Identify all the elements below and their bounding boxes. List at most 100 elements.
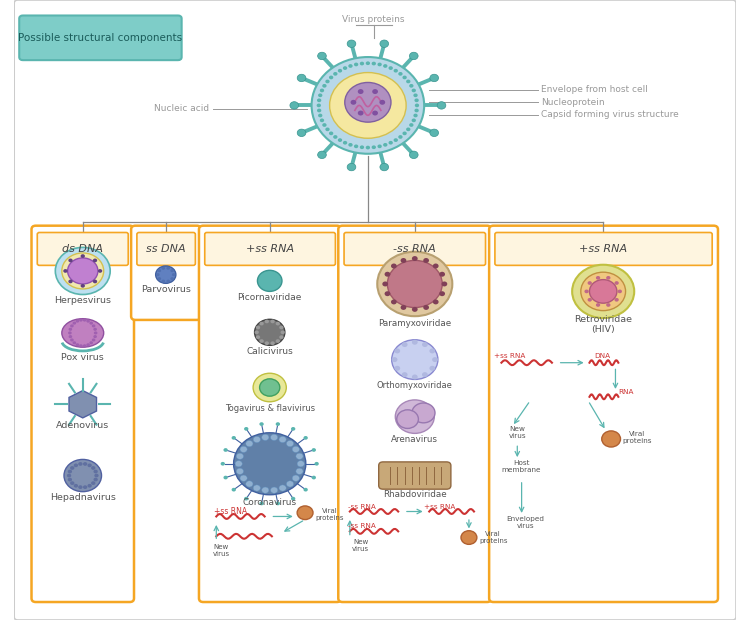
Circle shape	[291, 497, 295, 500]
FancyBboxPatch shape	[495, 232, 712, 265]
Circle shape	[587, 298, 592, 302]
Circle shape	[590, 280, 617, 303]
Circle shape	[372, 89, 378, 94]
Circle shape	[412, 403, 435, 423]
Circle shape	[354, 144, 358, 148]
Circle shape	[271, 487, 277, 494]
Circle shape	[409, 84, 414, 87]
Text: DNA: DNA	[595, 353, 611, 360]
Circle shape	[398, 72, 403, 76]
Circle shape	[391, 299, 397, 304]
Circle shape	[232, 436, 236, 440]
Circle shape	[584, 290, 589, 293]
Circle shape	[423, 305, 429, 310]
Circle shape	[398, 135, 403, 139]
Circle shape	[271, 434, 277, 440]
Circle shape	[279, 485, 286, 491]
Circle shape	[255, 319, 285, 345]
Circle shape	[385, 291, 390, 296]
Circle shape	[79, 319, 82, 322]
Circle shape	[86, 319, 90, 322]
Circle shape	[439, 291, 445, 296]
Circle shape	[270, 319, 275, 323]
Text: Parvovirus: Parvovirus	[141, 285, 191, 294]
Circle shape	[422, 342, 428, 347]
Text: Envelope from host cell: Envelope from host cell	[541, 86, 648, 94]
Circle shape	[318, 151, 326, 159]
Circle shape	[171, 277, 174, 280]
Text: +ss RNA: +ss RNA	[214, 507, 247, 516]
Circle shape	[358, 89, 364, 94]
Circle shape	[378, 63, 382, 66]
Circle shape	[581, 272, 626, 311]
Circle shape	[397, 410, 418, 428]
Circle shape	[55, 247, 110, 294]
Circle shape	[68, 280, 73, 283]
FancyBboxPatch shape	[32, 226, 134, 602]
Circle shape	[73, 341, 76, 344]
Circle shape	[166, 280, 170, 283]
Circle shape	[400, 305, 406, 310]
Circle shape	[432, 357, 438, 362]
Circle shape	[280, 330, 285, 334]
Circle shape	[82, 319, 86, 322]
Circle shape	[392, 357, 397, 362]
Circle shape	[93, 335, 97, 338]
Circle shape	[344, 82, 391, 122]
Circle shape	[255, 330, 259, 334]
Circle shape	[391, 264, 397, 268]
Circle shape	[366, 61, 370, 65]
Circle shape	[414, 94, 418, 97]
Circle shape	[378, 252, 453, 316]
Circle shape	[350, 100, 356, 105]
Circle shape	[260, 379, 280, 396]
Text: Viral
proteins: Viral proteins	[479, 531, 508, 544]
Text: Pox virus: Pox virus	[61, 353, 104, 362]
Circle shape	[348, 143, 353, 147]
Circle shape	[380, 163, 389, 170]
Circle shape	[172, 273, 175, 277]
Circle shape	[68, 335, 72, 338]
Text: Nucleoprotein: Nucleoprotein	[541, 98, 605, 107]
Circle shape	[389, 66, 393, 70]
Text: ss DNA: ss DNA	[146, 244, 185, 254]
Text: +ss RNA: +ss RNA	[246, 244, 294, 254]
Text: Retroviridae
(HIV): Retroviridae (HIV)	[574, 314, 632, 334]
Circle shape	[256, 335, 260, 339]
Circle shape	[383, 64, 387, 68]
Text: Herpesvirus: Herpesvirus	[54, 296, 111, 305]
Circle shape	[68, 470, 72, 474]
Text: Paramyxoviridae: Paramyxoviridae	[378, 319, 451, 327]
Circle shape	[606, 303, 610, 307]
Circle shape	[279, 335, 283, 339]
Circle shape	[303, 436, 308, 440]
Circle shape	[256, 326, 260, 329]
Circle shape	[414, 113, 418, 117]
Circle shape	[236, 453, 244, 459]
Circle shape	[89, 322, 93, 325]
Circle shape	[83, 485, 88, 489]
Circle shape	[276, 322, 280, 326]
Text: Togavirus & flavivirus: Togavirus & flavivirus	[224, 404, 315, 413]
Circle shape	[572, 265, 634, 318]
Circle shape	[409, 52, 418, 60]
Circle shape	[430, 129, 439, 136]
FancyBboxPatch shape	[19, 16, 182, 60]
Circle shape	[73, 322, 76, 325]
Text: Possible structural components: Possible structural components	[18, 33, 182, 43]
Circle shape	[406, 128, 411, 131]
Circle shape	[79, 344, 82, 347]
Circle shape	[320, 89, 324, 92]
Circle shape	[166, 267, 170, 270]
Circle shape	[297, 74, 306, 82]
Ellipse shape	[62, 319, 104, 347]
Circle shape	[92, 339, 96, 342]
Circle shape	[292, 475, 300, 481]
Circle shape	[259, 502, 263, 505]
Circle shape	[316, 104, 321, 107]
Circle shape	[155, 266, 176, 283]
Circle shape	[232, 488, 236, 492]
Circle shape	[244, 497, 249, 500]
Circle shape	[67, 474, 71, 477]
Text: Hepadnavirus: Hepadnavirus	[50, 494, 116, 502]
